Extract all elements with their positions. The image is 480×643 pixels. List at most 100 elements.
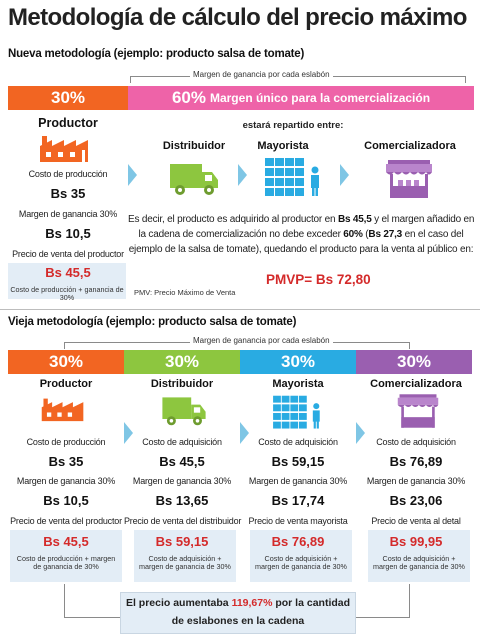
old-bar-comercializadora: 30% [356,350,472,374]
old-distribuidor-margin-value: Bs 13,65 [155,493,209,508]
old-producer-cost-label: Costo de producción [26,437,106,447]
old-bar-mayorista: 30% [240,350,356,374]
old-bar-pct: 30% [164,352,200,371]
bar-producer-pct: 30% [50,88,86,107]
new-producer-margin-value: Bs 10,5 [45,226,91,241]
arrow-icon [340,164,349,186]
section-divider [0,309,480,310]
summary-line-1: El precio aumentaba 119,67% por la canti… [120,597,356,609]
new-producer-margin-label: Margen de ganancia 30% [18,209,118,219]
para-value: 60% [343,229,363,240]
old-bar-distribuidor: 30% [124,350,240,374]
summary-box [120,592,356,634]
old-producer-cost-value: Bs 35 [48,454,84,469]
old-distribuidor-sale-label: Precio de venta del distribuidor [124,516,242,526]
factory-icon [40,394,92,429]
para-value: Bs 45,5 [337,214,372,225]
arrow-icon [238,164,247,186]
summary-value: 119,67% [231,597,273,609]
old-comercializadora-cost-label: Costo de adquisición [376,437,456,447]
arrow-icon [124,422,133,444]
old-producer-margin-label: Margen de ganancia 30% [16,476,116,486]
pmvp-value: PMVP= Bs 72,80 [266,272,371,287]
explanation-paragraph: Es decir, el producto es adquirido al pr… [128,212,474,257]
new-producer-cost-value: Bs 35 [50,186,86,201]
pmv-footnote: PMV: Precio Máximo de Venta [134,288,236,297]
old-distribuidor-cost-label: Costo de adquisición [142,437,222,447]
warehouse-icon [265,156,325,205]
arrow-icon [240,422,249,444]
old-bar-producer: 30% [8,350,124,374]
bar-producer-margin: 30% [8,86,128,110]
new-producer-sale-box [8,263,126,299]
summary-text: El precio aumentaba [125,597,232,609]
new-comercializadora-head: Comercializadora [364,140,456,152]
old-mayorista-note: Costo de adquisición + margen de gananci… [255,554,347,572]
new-mayorista-head: Mayorista [257,140,309,152]
old-comercializadora-head: Comercializadora [370,378,462,390]
new-distribuidor-head: Distribuidor [162,140,226,152]
para-text: ( [362,229,369,240]
old-mayorista-cost-value: Bs 59,15 [271,454,325,469]
old-producer-margin-value: Bs 10,5 [43,493,89,508]
summary-line-2: de eslabones en la cadena [171,615,305,627]
bar-commercialization-text: Margen único para la comercialización [209,91,431,105]
old-comercializadora-note: Costo de adquisición + margen de gananci… [373,554,465,572]
old-comercializadora-cost-value: Bs 76,89 [389,454,443,469]
old-bar-pct: 30% [48,352,84,371]
old-comercializadora-sale-label: Precio de venta al detal [371,516,461,526]
bar-commercialization-pct: 60% [171,88,206,107]
margin-bracket-label: Margen de ganancia por cada eslabón [190,336,333,345]
old-distribuidor-sale-box [134,530,236,582]
old-mayorista-sale-box [250,530,352,582]
old-method-heading: Vieja metodología (ejemplo: producto sal… [8,316,297,328]
old-distribuidor-margin-label: Margen de ganancia 30% [132,476,232,486]
old-producer-sale-value: Bs 45,5 [43,534,89,549]
old-distribuidor-head: Distribuidor [150,378,214,390]
new-producer-sale-label: Precio de venta del productor [12,249,124,259]
truck-icon [160,392,208,433]
old-producer-sale-label: Precio de venta del productor [10,516,122,526]
new-producer-cost-label: Costo de producción [28,169,108,179]
old-producer-head: Productor [39,378,93,390]
old-distribuidor-sale-value: Bs 59,15 [155,534,209,549]
warehouse-icon [272,394,326,437]
new-producer-sale-value: Bs 45,5 [45,265,91,280]
para-text: Es decir, el producto es adquirido al pr… [128,214,338,225]
old-distribuidor-note: Costo de adquisición + margen de gananci… [139,554,231,572]
summary-text: por la cantidad [272,597,351,609]
old-producer-sale-box [10,530,122,582]
arrow-icon [356,422,365,444]
repartido-text: estará repartido entre: [242,120,344,131]
page-title: Metodología de cálculo del precio máximo [8,4,467,31]
old-comercializadora-sale-box [368,530,470,582]
old-mayorista-head: Mayorista [272,378,324,390]
old-producer-note: Costo de producción + margen de ganancia… [16,554,116,572]
old-mayorista-sale-label: Precio de venta mayorista [248,516,348,526]
old-bar-pct: 30% [396,352,432,371]
bar-commercialization-margin: 60% Margen único para la comercializació… [128,86,474,110]
factory-icon [38,132,98,169]
new-producer-sale-note: Costo de producción + ganancia de 30% [10,285,124,303]
margin-bracket-label: Margen de ganancia por cada eslabón [190,70,333,79]
old-comercializadora-sale-value: Bs 99,95 [389,534,443,549]
para-text: en el caso del [402,229,464,240]
arrow-icon [128,164,137,186]
new-producer-head: Productor [38,116,98,130]
para-text: ejemplo de la salsa de tomate), quedando… [128,244,474,255]
old-mayorista-margin-label: Margen de ganancia 30% [248,476,348,486]
para-value: Bs 27,3 [368,229,403,240]
para-text: la cadena de comercialización no debe ex… [138,229,344,240]
new-method-heading: Nueva metodología (ejemplo: producto sal… [8,48,305,60]
market-stall-icon [384,158,434,205]
old-distribuidor-cost-value: Bs 45,5 [159,454,205,469]
old-comercializadora-margin-label: Margen de ganancia 30% [366,476,466,486]
old-comercializadora-margin-value: Bs 23,06 [389,493,443,508]
market-stall-icon [396,392,440,435]
para-text: y el margen añadido en [371,214,475,225]
old-mayorista-sale-value: Bs 76,89 [271,534,325,549]
truck-icon [168,158,220,203]
old-mayorista-cost-label: Costo de adquisición [258,437,338,447]
old-bar-pct: 30% [280,352,316,371]
old-mayorista-margin-value: Bs 17,74 [271,493,325,508]
